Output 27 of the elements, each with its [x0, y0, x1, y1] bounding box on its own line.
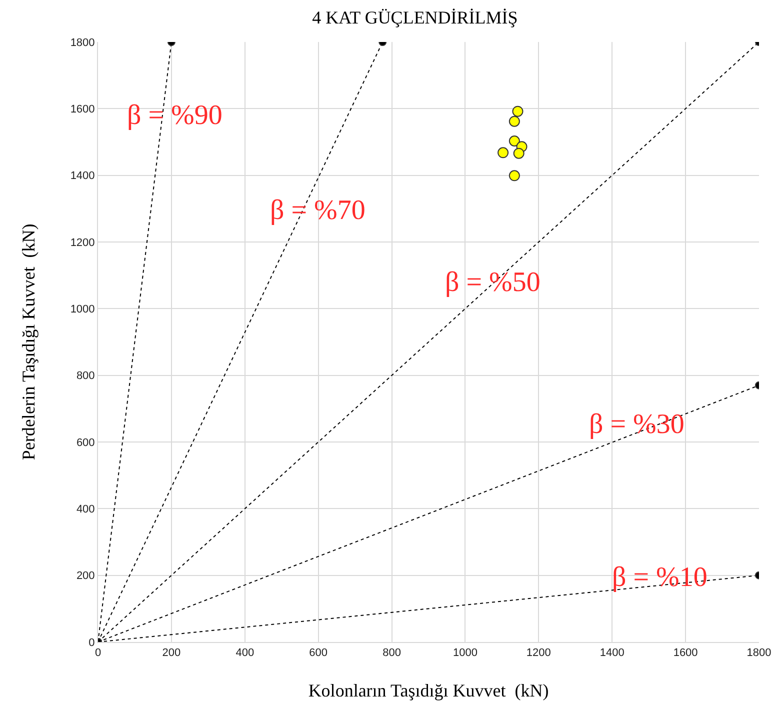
y-tick-label: 0 [88, 636, 95, 649]
annotation: β = %70 [270, 195, 366, 226]
x-tick-label: 1200 [526, 647, 551, 660]
annotation: β = %30 [589, 409, 684, 440]
annotation: β = %10 [612, 562, 708, 593]
x-tick-label: 1000 [452, 647, 478, 660]
y-tick-label: 1000 [70, 304, 95, 316]
y-tick-label: 400 [76, 504, 95, 516]
x-tick-label: 400 [236, 647, 254, 660]
x-tick-label: 200 [162, 647, 181, 660]
y-tick-label: 1800 [70, 36, 95, 49]
y-axis-title: Perdelerin Taşıdığı Kuvvet (kN) [18, 224, 39, 460]
y-tick-label: 200 [76, 570, 95, 582]
x-tick-label: 1800 [746, 647, 772, 660]
y-tick-label: 1400 [70, 170, 95, 182]
y-tick-label: 1600 [70, 104, 95, 116]
y-tick-label: 600 [76, 436, 95, 449]
x-tick-label: 1400 [600, 647, 624, 660]
y-tick-label: 800 [76, 370, 95, 382]
chart-title: 4 KAT GÜÇLENDİRİLMİŞ [312, 7, 518, 28]
annotation: β = %90 [127, 100, 222, 131]
x-tick-label: 1600 [673, 647, 698, 660]
y-tick-label: 1200 [70, 236, 95, 249]
x-tick-label: 600 [309, 647, 328, 660]
x-tick-label: 800 [382, 647, 401, 660]
x-axis-title: Kolonların Taşıdığı Kuvvet (kN) [308, 680, 549, 700]
annotation: β = %50 [445, 267, 540, 298]
